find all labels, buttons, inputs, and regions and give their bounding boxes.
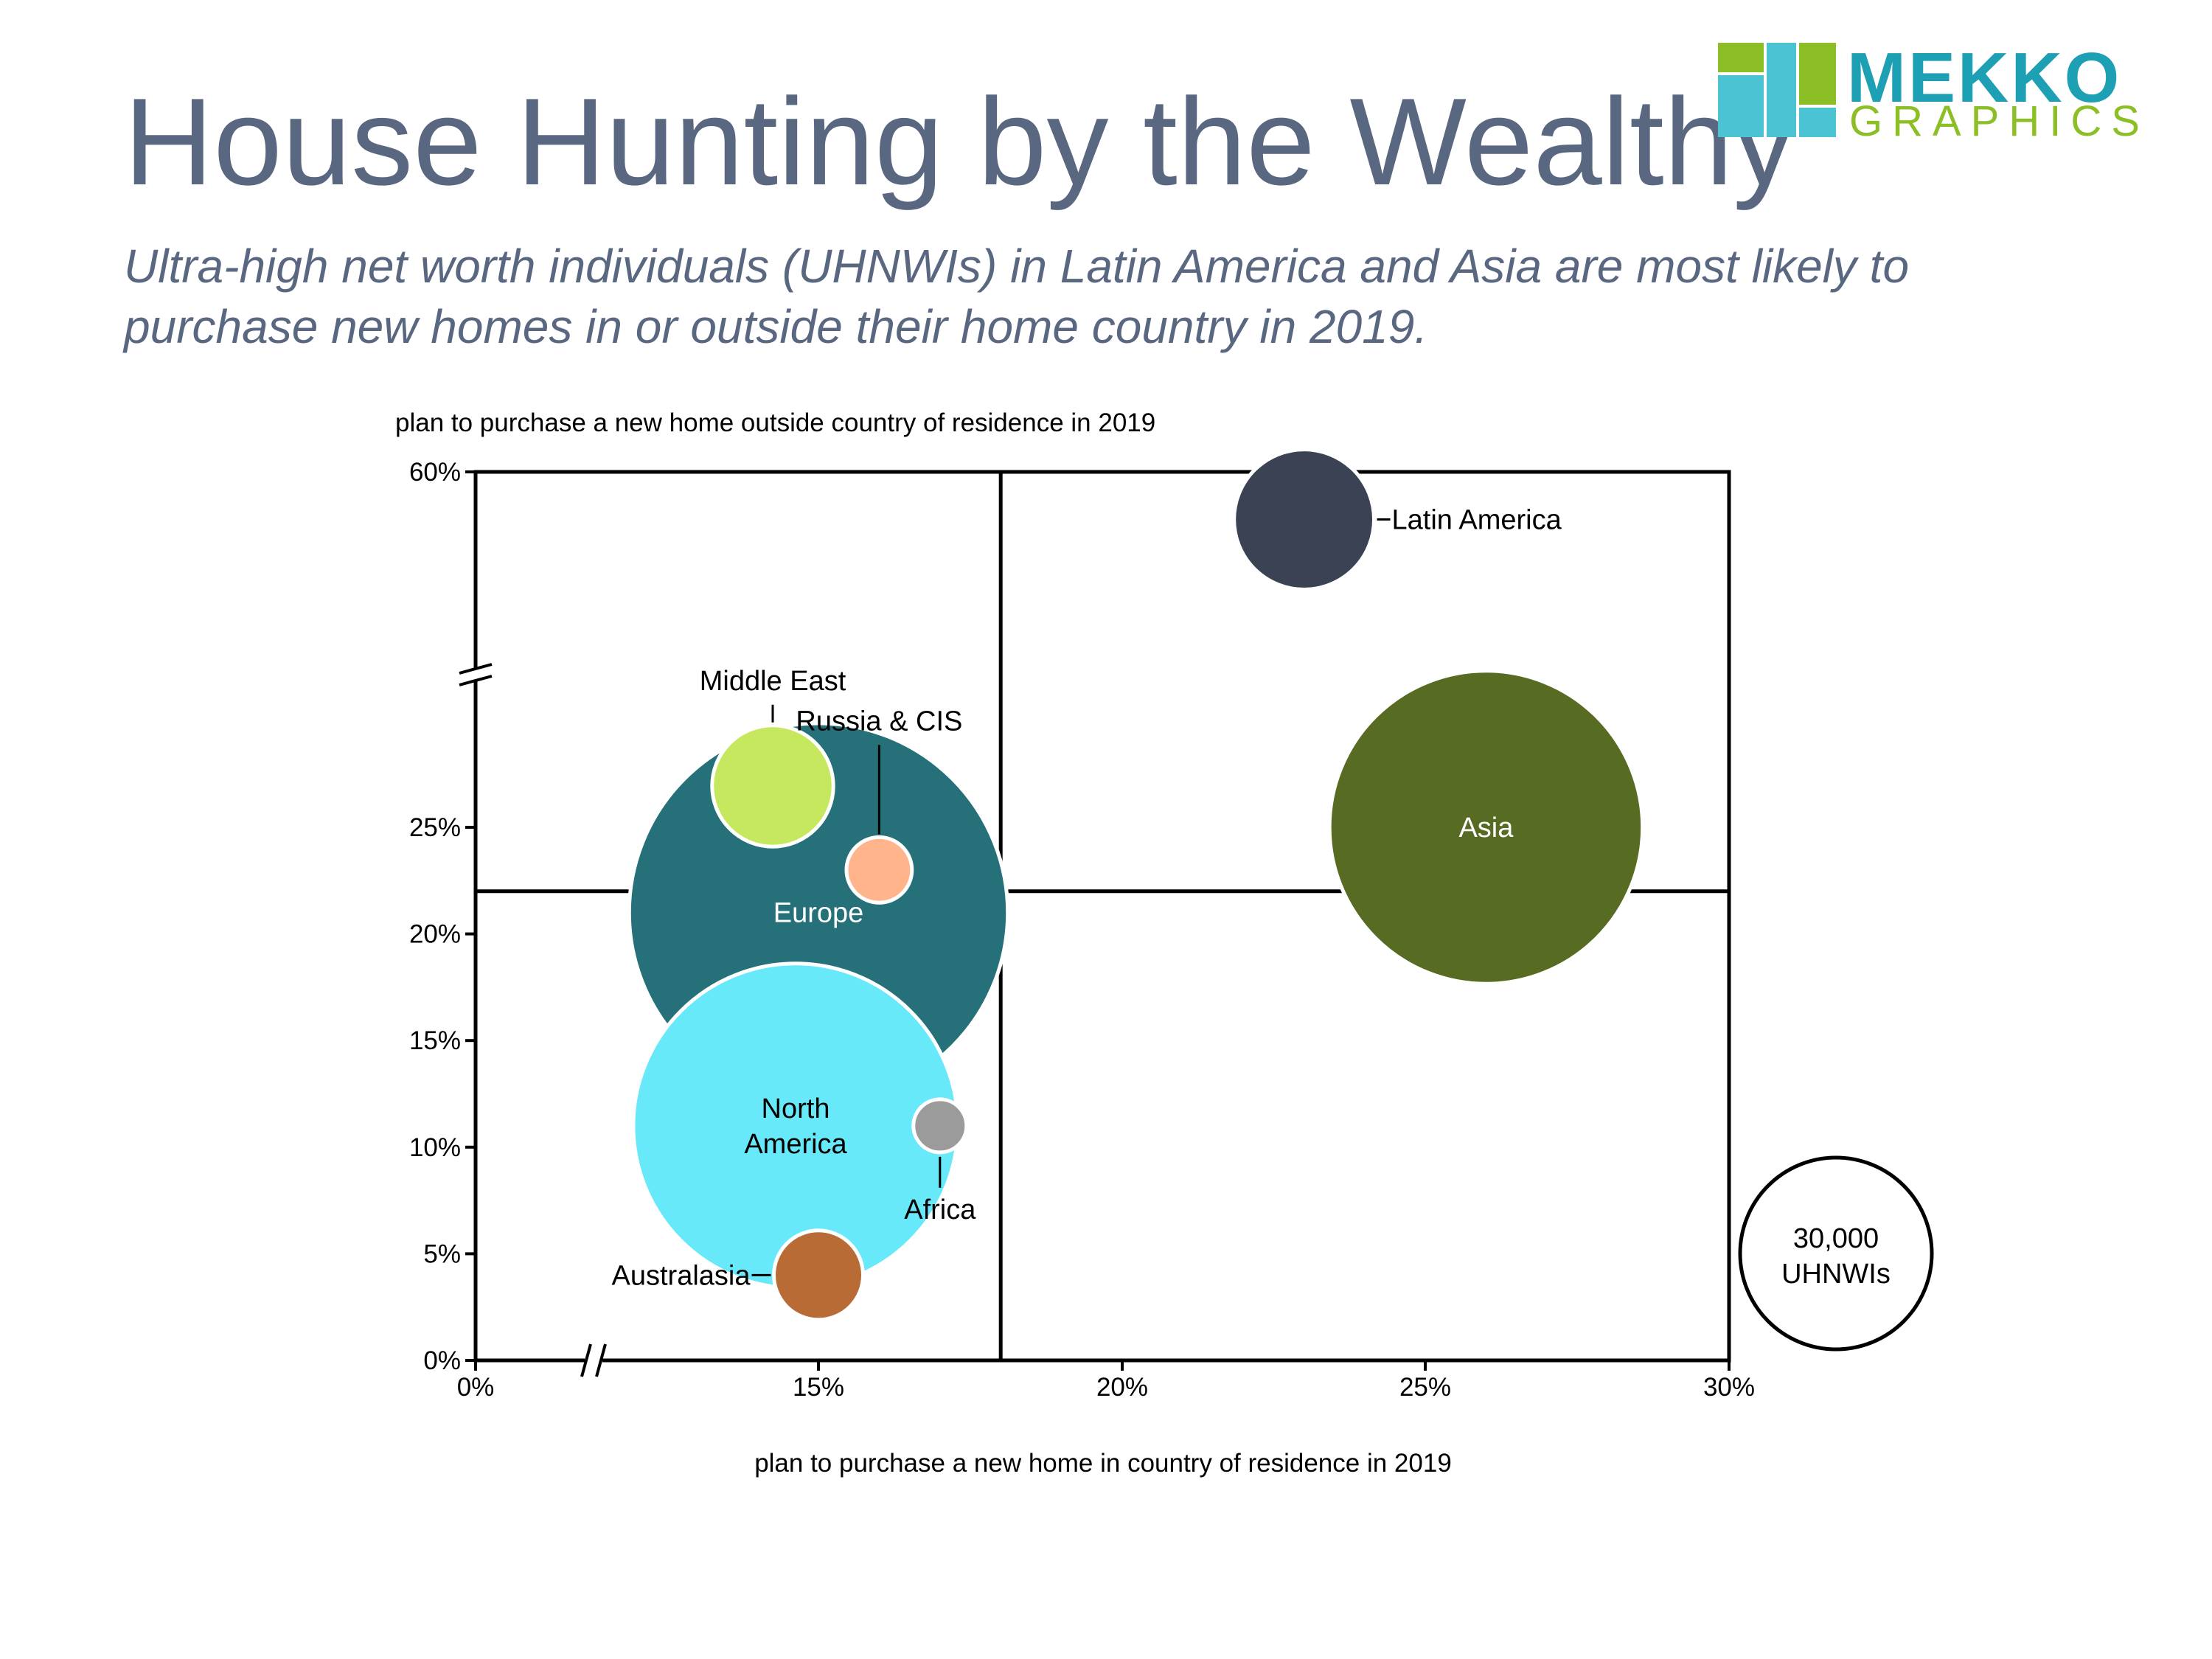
plot-area: 0% 5% 10% 15% 20% 25% 60% 0% 15% 20% 25% 30% Latin A… xyxy=(409,448,1934,1402)
label-latin-america: Latin America xyxy=(1392,505,1562,536)
bubble-russia-cis xyxy=(844,835,914,905)
x-tick-label: 30% xyxy=(1703,1373,1755,1402)
bubble-latin-america xyxy=(1232,448,1377,591)
x-tick-label: 15% xyxy=(793,1373,844,1402)
y-tick-label: 5% xyxy=(423,1239,461,1268)
label-asia: Asia xyxy=(1458,813,1514,844)
label-middle-east: Middle East xyxy=(700,666,846,697)
y-tick-label: 0% xyxy=(423,1346,461,1375)
x-axis-break-mark xyxy=(580,1343,592,1377)
label-europe: Europe xyxy=(773,898,864,929)
x-axis-title: plan to purchase a new home in country o… xyxy=(754,1449,1452,1478)
logo-square-mark xyxy=(1718,43,1836,139)
label-north-america: America xyxy=(744,1129,847,1160)
bubble-africa xyxy=(911,1097,969,1155)
label-north-america: North xyxy=(762,1093,830,1124)
y-tick-label: 25% xyxy=(409,813,461,842)
label-africa: Africa xyxy=(904,1194,976,1225)
label-australasia: Australasia xyxy=(612,1260,751,1291)
y-axis-title: plan to purchase a new home outside coun… xyxy=(395,408,1155,437)
x-tick-label: 0% xyxy=(457,1373,495,1402)
label-russia-cis: Russia & CIS xyxy=(796,706,962,737)
chart-title: House Hunting by the Wealthy xyxy=(124,72,1795,211)
y-tick-label: 60% xyxy=(409,458,461,487)
y-axis-break-mark xyxy=(459,663,493,675)
x-tick-label: 20% xyxy=(1096,1373,1148,1402)
x-axis-break-mark xyxy=(595,1343,607,1377)
y-tick-label: 20% xyxy=(409,920,461,949)
bubble-middle-east xyxy=(710,723,835,849)
chart-subtitle: Ultra-high net worth individuals (UHNWIs… xyxy=(124,240,1910,353)
mekko-graphics-logo: MEKKO GRAPHICS xyxy=(1718,38,2175,145)
size-legend-unit: UHNWIs xyxy=(1781,1259,1891,1290)
bubble-australasia xyxy=(771,1228,866,1322)
x-tick-label: 25% xyxy=(1399,1373,1451,1402)
y-axis-break-mark xyxy=(459,675,493,686)
size-legend-circle xyxy=(1738,1155,1934,1352)
logo-word-mekko: MEKKO xyxy=(1847,38,2122,117)
logo-word-graphics: GRAPHICS xyxy=(1849,97,2149,145)
y-tick-label: 10% xyxy=(409,1133,461,1162)
plot-frame xyxy=(473,470,1731,1363)
size-legend-value: 30,000 xyxy=(1793,1223,1879,1254)
bubble-asia xyxy=(1327,669,1645,986)
y-tick-label: 15% xyxy=(409,1026,461,1055)
